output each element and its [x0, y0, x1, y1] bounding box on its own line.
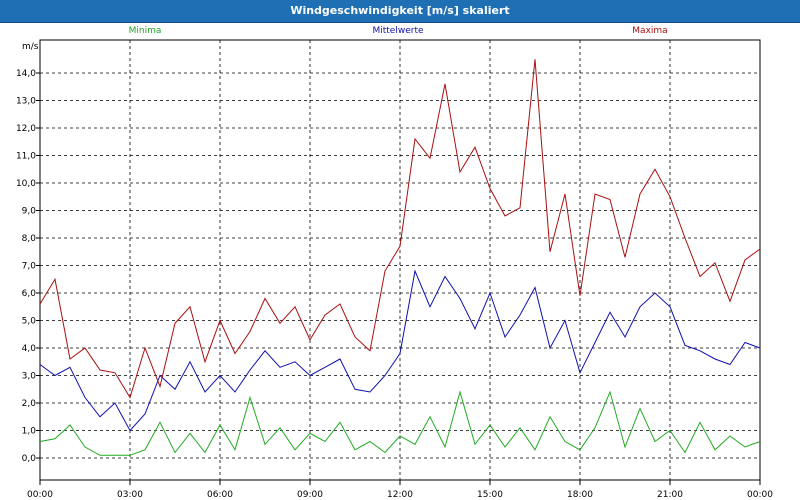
- y-tick-label: 1,0: [22, 427, 37, 437]
- y-tick-label: 0,0: [22, 454, 37, 464]
- y-axis-label: m/s: [22, 42, 39, 52]
- series-layer: [39, 59, 761, 456]
- x-tick-time: 06:00: [207, 490, 233, 500]
- y-tick-label: 7,0: [22, 262, 37, 272]
- y-axis: 0,0 1,0 2,0 3,0 4,0 5,0 6,0 7,0 8,0 9,0 10,0 11,0 12…: [16, 69, 40, 464]
- y-tick-label: 14,0: [16, 69, 36, 79]
- y-tick-label: 8,0: [22, 234, 37, 244]
- x-axis: 00:0024.12.1903:0024.12.1906:0024.12.190…: [27, 480, 773, 500]
- y-tick-label: 11,0: [16, 152, 36, 162]
- x-tick-time: 21:00: [657, 490, 683, 500]
- chart-plot: 0,0 1,0 2,0 3,0 4,0 5,0 6,0 7,0 8,0 9,0 10,0 11,0 12…: [16, 26, 773, 500]
- y-tick-label: 12,0: [16, 124, 36, 134]
- legend-mittelwerte: Mittelwerte: [372, 26, 423, 36]
- legend-maxima: Maxima: [632, 26, 667, 36]
- x-tick-time: 00:00: [27, 490, 53, 500]
- y-tick-label: 9,0: [22, 207, 37, 217]
- x-tick-time: 12:00: [387, 490, 413, 500]
- y-tick-label: 2,0: [22, 399, 37, 409]
- series-line-minima: [39, 390, 761, 456]
- y-tick-label: 13,0: [16, 97, 36, 107]
- y-tick-label: 5,0: [22, 317, 37, 327]
- series-line-mittelwerte: [39, 269, 761, 432]
- y-tick-label: 6,0: [22, 289, 37, 299]
- y-tick-label: 3,0: [22, 372, 37, 382]
- x-tick-time: 15:00: [477, 490, 503, 500]
- y-tick-label: 4,0: [22, 344, 37, 354]
- series-line-maxima: [39, 59, 761, 399]
- x-tick-time: 09:00: [297, 490, 323, 500]
- x-tick-time: 03:00: [117, 490, 143, 500]
- window-title: Windgeschwindigkeit [m/s] skaliert: [0, 0, 800, 23]
- x-tick-time: 18:00: [567, 490, 593, 500]
- y-tick-label: 10,0: [16, 179, 36, 189]
- grid-layer: [40, 40, 760, 480]
- x-tick-time: 00:00: [747, 490, 773, 500]
- legend-minima: Minima: [129, 26, 162, 36]
